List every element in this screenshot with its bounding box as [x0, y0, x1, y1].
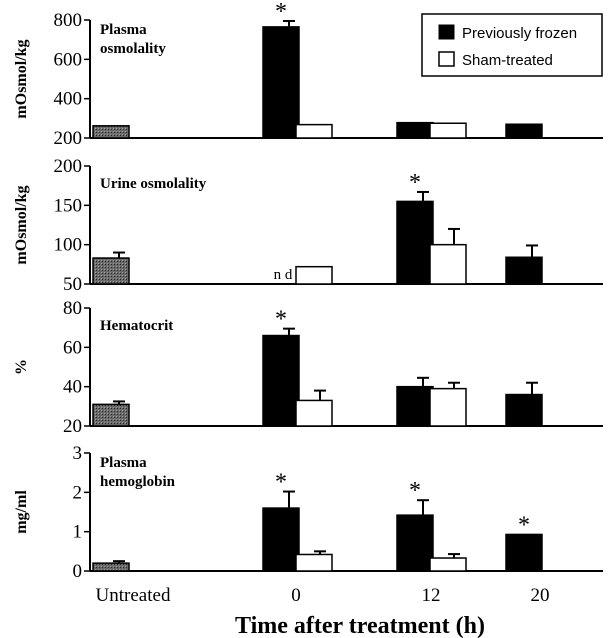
plasma-hemoglobin-y-axis-label: mg/ml — [13, 490, 30, 534]
x-tick-label-12: 12 — [422, 585, 441, 606]
plasma-hemoglobin-12h-previously-frozen-bar — [396, 514, 434, 572]
hematocrit-y-tick-label-80: 80 — [63, 298, 82, 319]
plasma-osmolality-0h-sham-treated-bar — [295, 123, 333, 139]
plasma-osmolality-title-line-1: Plasma — [100, 22, 147, 38]
plasma-osmolality-title-line-2: osmolality — [100, 41, 166, 57]
plasma-hemoglobin-y-tick-label-3: 3 — [73, 443, 83, 464]
legend-swatch-sham-treated — [438, 51, 455, 67]
legend-frame — [421, 13, 603, 77]
hematocrit-untreated-bar — [92, 403, 130, 427]
urine-osmolality-annotation-n-d: n d — [274, 267, 293, 283]
plasma-hemoglobin-title-line-1: Plasma — [100, 455, 147, 471]
plasma-hemoglobin-0h-previously-frozen-significance-star: * — [275, 470, 287, 496]
hematocrit-y-axis-label: % — [13, 359, 30, 375]
hematocrit-12h-sham-treated-bar — [429, 387, 467, 427]
legend-label-sham-treated: Sham-treated — [462, 52, 553, 69]
plasma-hemoglobin-untreated-bar — [92, 562, 130, 572]
urine-osmolality-y-tick-label-200: 200 — [54, 156, 83, 177]
plasma-osmolality-12h-sham-treated-bar — [429, 122, 467, 139]
urine-osmolality-untreated-bar — [92, 257, 130, 285]
plasma-osmolality-untreated-bar — [92, 125, 130, 139]
panel-urine-osmolality: 50 100 150 200 mOsmol/kg Urine osmolality * n d — [13, 156, 603, 295]
hematocrit-0h-sham-treated-bar — [295, 399, 333, 427]
plasma-osmolality-12h-previously-frozen-bar — [396, 121, 434, 139]
plasma-hemoglobin-20h-previously-frozen-significance-star: * — [518, 512, 530, 538]
x-tick-label-0: 0 — [291, 585, 301, 606]
plasma-osmolality-y-tick-label-600: 600 — [54, 49, 83, 70]
hematocrit-0h-previously-frozen-significance-star: * — [275, 307, 287, 333]
urine-osmolality-0h-sham-treated-bar — [295, 265, 333, 285]
plasma-hemoglobin-0h-sham-treated-bar — [295, 553, 333, 572]
urine-osmolality-y-tick-label-150: 150 — [54, 195, 83, 216]
plasma-hemoglobin-0h-previously-frozen-bar — [262, 507, 300, 572]
hematocrit-12h-previously-frozen-bar — [396, 385, 434, 427]
plasma-hemoglobin-20h-previously-frozen-bar — [505, 533, 543, 572]
legend-swatch-previously-frozen — [438, 24, 455, 40]
urine-osmolality-12h-sham-treated-bar — [429, 243, 467, 285]
plasma-osmolality-y-tick-label-400: 400 — [54, 89, 83, 110]
legend-label-previously-frozen: Previously frozen — [462, 25, 577, 42]
panel-plasma-hemoglobin: 0 1 2 3 mg/ml Plasma hemoglobin * * * — [13, 443, 603, 582]
plasma-hemoglobin-12h-sham-treated-bar — [429, 557, 467, 572]
plasma-osmolality-0h-previously-frozen-significance-star: * — [275, 0, 287, 25]
x-tick-label-20: 20 — [531, 585, 550, 606]
hematocrit-y-tick-label-40: 40 — [63, 377, 82, 398]
hematocrit-title: Hematocrit — [100, 318, 173, 334]
plasma-hemoglobin-y-tick-label-0: 0 — [73, 561, 83, 582]
plasma-osmolality-0h-previously-frozen-bar — [262, 26, 300, 139]
panels-layer: 200400600800mOsmol/kgPlasmaosmolality*50… — [13, 0, 603, 582]
x-tick-label-untreated: Untreated — [96, 585, 171, 606]
urine-osmolality-title: Urine osmolality — [100, 176, 207, 192]
plasma-hemoglobin-12h-previously-frozen-significance-star: * — [409, 478, 421, 504]
plasma-hemoglobin-y-tick-label-1: 1 — [73, 522, 83, 543]
urine-osmolality-12h-previously-frozen-bar — [396, 200, 434, 285]
plasma-osmolality-y-tick-label-200: 200 — [54, 128, 83, 149]
urine-osmolality-y-tick-label-100: 100 — [54, 235, 83, 256]
panel-hematocrit: 20 40 60 80% Hematocrit * — [13, 298, 603, 437]
plasma-osmolality-y-tick-label-800: 800 — [54, 10, 83, 31]
hematocrit-y-tick-label-60: 60 — [63, 337, 82, 358]
hematocrit-0h-previously-frozen-bar — [262, 334, 300, 427]
hematocrit-20h-previously-frozen-bar — [505, 393, 543, 427]
plasma-osmolality-y-axis-label: mOsmol/kg — [13, 39, 30, 118]
urine-osmolality-y-tick-label-50: 50 — [63, 274, 82, 295]
x-tick-labels: Untreated 0 12 20 — [96, 585, 550, 606]
urine-osmolality-12h-previously-frozen-significance-star: * — [409, 170, 421, 196]
x-axis-title: Time after treatment (h) — [235, 613, 485, 638]
urine-osmolality-y-axis-label: mOsmol/kg — [13, 185, 30, 264]
legend: Previously frozen Sham-treated — [421, 13, 603, 77]
hematocrit-y-tick-label-20: 20 — [63, 416, 82, 437]
plasma-osmolality-20h-previously-frozen-bar — [505, 123, 543, 139]
plasma-hemoglobin-y-tick-label-2: 2 — [73, 482, 83, 503]
urine-osmolality-20h-previously-frozen-bar — [505, 256, 543, 285]
panel-plasma-osmolality: 200 400 600 800 mOsmol/kg Plasma osmolality * — [13, 0, 603, 149]
plasma-hemoglobin-title-line-2: hemoglobin — [100, 474, 176, 490]
